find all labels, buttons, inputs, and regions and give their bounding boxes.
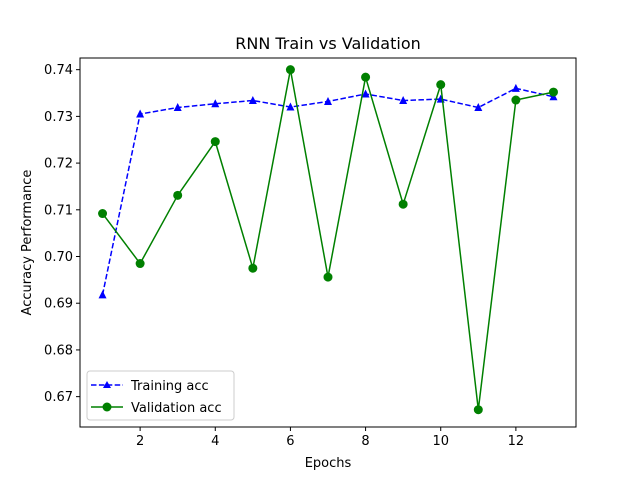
legend: Training acc Validation acc: [86, 370, 235, 421]
data-point: [361, 89, 370, 98]
plot-frame: [79, 57, 577, 428]
y-tick-label: 0.67: [44, 390, 73, 405]
legend-training-label: Training acc: [130, 379, 209, 394]
x-tick-label: 8: [361, 434, 369, 449]
y-tick-label: 0.74: [44, 63, 73, 78]
data-point: [210, 137, 220, 147]
plot-area: 2 4 6 8 10 12 0.67 0.68 0.69 0.70 0.71 0.72 0.73 0.7…: [44, 57, 577, 449]
x-axis: 2 4 6 8 10 12: [136, 427, 524, 449]
legend-training-marker: [103, 381, 111, 388]
data-point: [323, 272, 333, 282]
data-point: [474, 103, 483, 112]
y-tick-label: 0.69: [44, 297, 73, 312]
x-tick-label: 2: [136, 434, 144, 449]
data-point: [436, 80, 446, 90]
data-point: [361, 72, 371, 82]
data-point: [135, 259, 145, 269]
x-tick-label: 6: [286, 434, 294, 449]
y-tick-label: 0.71: [44, 203, 73, 218]
legend-box: [86, 370, 235, 421]
data-point: [399, 96, 408, 105]
series-validation-acc: [98, 65, 558, 415]
data-point: [248, 96, 257, 105]
series-layer: [98, 65, 558, 415]
data-point: [511, 83, 520, 92]
x-tick-label: 10: [432, 434, 449, 449]
data-point: [173, 190, 183, 200]
data-point: [136, 109, 145, 118]
data-point: [511, 95, 521, 105]
legend-validation-marker: [102, 402, 112, 412]
data-point: [173, 103, 182, 112]
chart-title: RNN Train vs Validation: [235, 34, 421, 53]
y-tick-label: 0.70: [44, 250, 73, 265]
legend-entry-training: Training acc: [91, 379, 209, 394]
legend-validation-label: Validation acc: [131, 401, 222, 416]
x-axis-title: Epochs: [305, 456, 352, 471]
y-axis: 0.67 0.68 0.69 0.70 0.71 0.72 0.73 0.74: [44, 63, 80, 405]
data-point: [286, 102, 295, 111]
data-point: [98, 290, 107, 299]
y-axis-title: Accuracy Performance: [20, 170, 35, 316]
data-point: [324, 96, 332, 105]
data-point: [98, 209, 108, 219]
x-tick-label: 4: [211, 434, 219, 449]
data-point: [248, 263, 258, 273]
data-point: [285, 65, 295, 75]
data-point: [211, 99, 220, 108]
legend-entry-validation: Validation acc: [91, 401, 222, 416]
data-point: [473, 405, 483, 415]
data-point: [548, 87, 558, 97]
y-tick-label: 0.68: [44, 343, 73, 358]
data-point: [398, 199, 408, 209]
y-tick-label: 0.72: [44, 157, 73, 172]
x-tick-label: 12: [508, 434, 525, 449]
y-tick-label: 0.73: [44, 110, 73, 125]
